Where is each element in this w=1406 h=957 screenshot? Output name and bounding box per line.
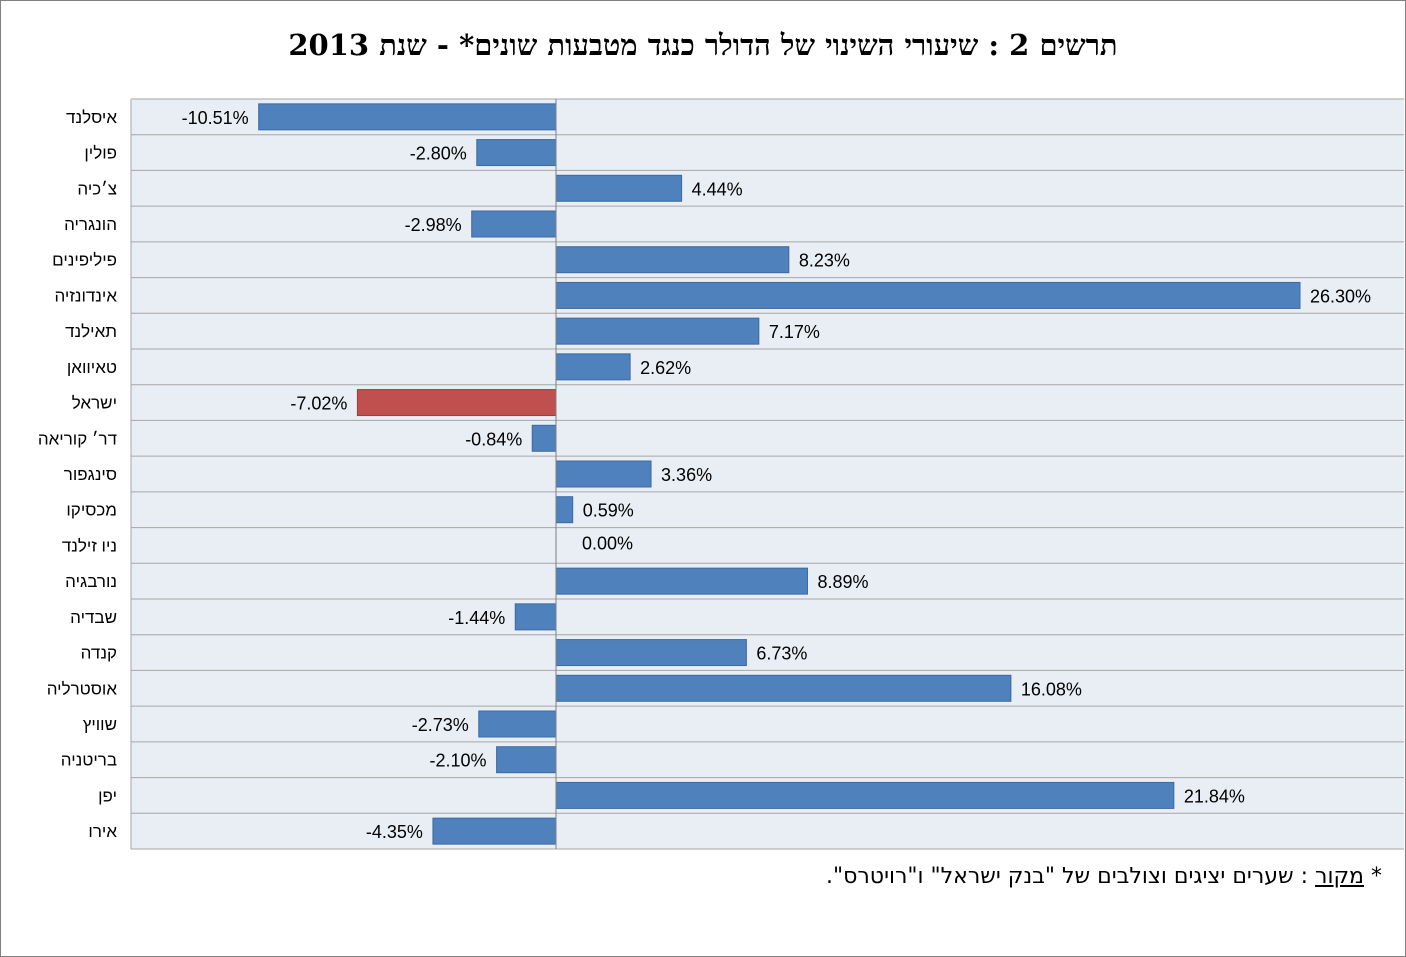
category-label: טאיוואן	[67, 358, 117, 377]
data-label: 8.23%	[799, 251, 850, 271]
data-label: 2.62%	[640, 358, 691, 378]
category-label: שבדיה	[70, 608, 117, 627]
category-label: איסלנד	[66, 108, 117, 127]
data-label: 7.17%	[769, 322, 820, 342]
data-label: 0.59%	[583, 501, 634, 521]
bar	[531, 424, 557, 452]
category-label: אירו	[88, 822, 117, 841]
category-label: ישראל	[72, 394, 117, 413]
chart-title: תרשים 2 : שיעורי השינוי של הדולר כנגד מט…	[288, 28, 1118, 62]
bar	[555, 639, 747, 667]
data-label: 16.08%	[1021, 679, 1082, 699]
data-label: 6.73%	[756, 644, 807, 664]
bar	[514, 603, 557, 631]
bar	[356, 389, 557, 417]
bar	[258, 103, 557, 131]
bar	[555, 246, 790, 274]
data-label: 8.89%	[817, 572, 868, 592]
bar	[555, 281, 1301, 309]
plot-area	[131, 99, 1404, 849]
data-label: 0.00%	[582, 533, 633, 553]
bar	[478, 710, 557, 738]
bar	[555, 674, 1012, 702]
data-label: 21.84%	[1184, 786, 1245, 806]
bar	[476, 139, 557, 167]
bar	[471, 210, 557, 238]
category-label: סינגפור	[64, 465, 117, 484]
category-label: בריטניה	[61, 751, 117, 770]
bar	[555, 781, 1175, 809]
category-label: פולין	[84, 144, 117, 163]
data-label: 3.36%	[661, 465, 712, 485]
category-label: פיליפינים	[52, 251, 117, 270]
bar	[555, 460, 652, 488]
data-label: -1.44%	[448, 608, 505, 628]
data-label: -2.10%	[430, 751, 487, 771]
bar	[555, 174, 683, 202]
category-label: נורבגיה	[65, 572, 117, 591]
data-label: 4.44%	[692, 179, 743, 199]
category-label: אינדונזיה	[54, 286, 117, 305]
data-label: 26.30%	[1310, 286, 1371, 306]
category-label: ניו זילנד	[62, 536, 117, 555]
bar	[496, 746, 557, 774]
bar	[555, 496, 574, 524]
data-label: -2.98%	[405, 215, 462, 235]
footnote-prefix: *	[1364, 864, 1382, 889]
data-label: -10.51%	[182, 108, 249, 128]
bar	[555, 567, 808, 595]
category-label: הונגריה	[64, 215, 117, 234]
category-label: אוסטרליה	[47, 679, 118, 698]
source-note: * מקור : שערים יציגים וצולבים של "בנק יש…	[826, 864, 1382, 889]
category-label: מכסיקו	[66, 501, 117, 520]
footnote-text: : שערים יציגים וצולבים של "בנק ישראל" ו"…	[826, 864, 1316, 889]
category-label: תאילנד	[65, 322, 117, 341]
category-label: שוויץ	[83, 715, 117, 734]
category-label: קנדה	[81, 644, 117, 663]
data-label: -0.84%	[465, 429, 522, 449]
category-label: צ׳כיה	[77, 179, 117, 198]
data-label: -2.73%	[412, 715, 469, 735]
data-label: -4.35%	[366, 822, 423, 842]
bar	[555, 353, 631, 381]
bar	[432, 817, 557, 845]
category-label: יפן	[98, 786, 117, 805]
bar	[555, 317, 760, 345]
source-label: מקור	[1315, 864, 1364, 889]
category-label: דר׳ קוריאה	[38, 429, 117, 448]
data-label: -2.80%	[410, 144, 467, 164]
data-label: -7.02%	[290, 394, 347, 414]
